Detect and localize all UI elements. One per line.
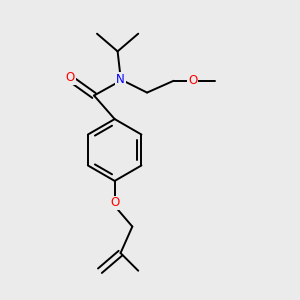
Text: O: O bbox=[188, 74, 197, 87]
Text: O: O bbox=[66, 71, 75, 84]
Text: N: N bbox=[116, 74, 125, 86]
Text: O: O bbox=[110, 196, 119, 209]
